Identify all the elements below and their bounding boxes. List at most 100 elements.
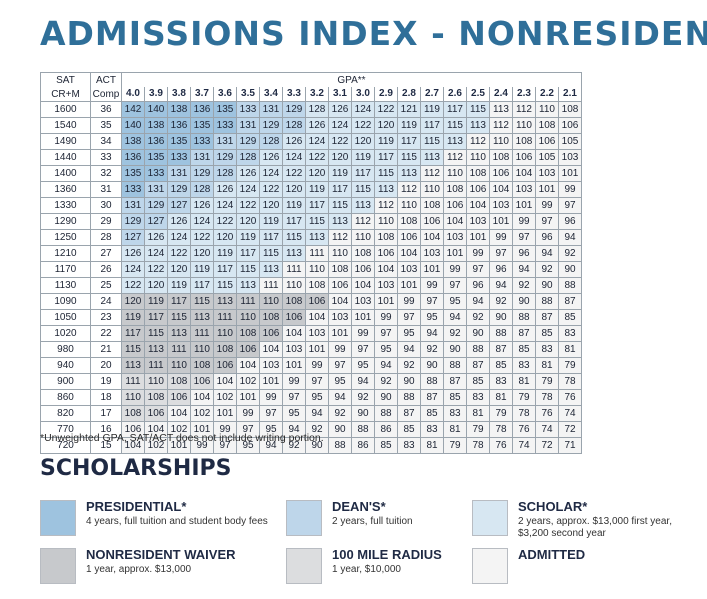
- sat-score: 770: [40, 421, 91, 438]
- index-cell: 90: [466, 325, 490, 342]
- index-cell: 111: [121, 373, 145, 390]
- index-cell: 108: [351, 245, 375, 262]
- index-cell: 86: [351, 437, 375, 454]
- index-cell: 90: [535, 277, 559, 294]
- index-cell: 115: [121, 341, 145, 358]
- index-cell: 99: [259, 389, 283, 406]
- index-cell: 113: [144, 341, 168, 358]
- index-cell: 117: [397, 133, 421, 150]
- sat-score: 1130: [40, 277, 91, 294]
- index-cell: 115: [420, 133, 444, 150]
- table-row: 770 16 106 104 102 101 99 97 95 94 92 90 88 86 85 83 81 7…: [40, 421, 582, 438]
- table-row: 1250 28 127 126 124 122 120 119 117 115 113 112 110 1…: [40, 229, 582, 246]
- act-score: 20: [90, 357, 122, 374]
- index-cell: 133: [167, 149, 191, 166]
- index-cell: 101: [558, 165, 582, 182]
- index-cell: 119: [190, 261, 214, 278]
- gpa-column-header: 3.3: [282, 87, 306, 102]
- act-header: ACT: [90, 72, 122, 87]
- index-cell: 138: [144, 117, 168, 134]
- index-cell: 117: [282, 213, 306, 230]
- index-cell: 113: [466, 117, 490, 134]
- index-cell: 119: [167, 277, 191, 294]
- act-score: 26: [90, 261, 122, 278]
- index-cell: 102: [190, 405, 214, 422]
- index-cell: 108: [213, 341, 237, 358]
- index-cell: 112: [489, 117, 513, 134]
- index-cell: 95: [374, 341, 398, 358]
- index-cell: 131: [190, 149, 214, 166]
- sat-score: 720: [40, 437, 91, 454]
- index-cell: 103: [282, 341, 306, 358]
- index-cell: 131: [121, 197, 145, 214]
- index-cell: 115: [144, 325, 168, 342]
- index-cell: 122: [190, 229, 214, 246]
- sat-score: 1490: [40, 133, 91, 150]
- index-cell: 95: [305, 389, 329, 406]
- index-cell: 126: [213, 181, 237, 198]
- index-cell: 120: [121, 293, 145, 310]
- gpa-title: GPA**: [121, 72, 582, 87]
- index-cell: 119: [374, 133, 398, 150]
- index-cell: 133: [144, 165, 168, 182]
- sat-score: 940: [40, 357, 91, 374]
- index-cell: 104: [259, 341, 283, 358]
- gpa-column-header: 2.8: [397, 87, 421, 102]
- index-cell: 88: [374, 405, 398, 422]
- index-cell: 76: [512, 421, 536, 438]
- index-cell: 104: [121, 437, 145, 454]
- index-cell: 92: [328, 405, 352, 422]
- index-cell: 104: [397, 245, 421, 262]
- index-cell: 108: [558, 101, 582, 118]
- index-cell: 102: [167, 421, 191, 438]
- act-score: 25: [90, 277, 122, 294]
- index-cell: 104: [420, 229, 444, 246]
- index-cell: 92: [512, 277, 536, 294]
- index-cell: 108: [489, 149, 513, 166]
- index-cell: 124: [236, 181, 260, 198]
- index-cell: 106: [144, 405, 168, 422]
- index-cell: 83: [489, 373, 513, 390]
- index-cell: 126: [282, 133, 306, 150]
- index-cell: 128: [236, 149, 260, 166]
- table-row: 1540 35 140 138 136 135 133 131 129 128 126 124 122 1…: [40, 117, 582, 134]
- index-cell: 78: [512, 405, 536, 422]
- sat-score: 1400: [40, 165, 91, 182]
- index-cell: 106: [190, 373, 214, 390]
- index-cell: 99: [420, 277, 444, 294]
- index-cell: 119: [305, 181, 329, 198]
- index-cell: 92: [443, 325, 467, 342]
- gpa-column-header: 3.7: [190, 87, 214, 102]
- index-cell: 92: [351, 389, 375, 406]
- index-cell: 97: [374, 325, 398, 342]
- index-cell: 120: [282, 181, 306, 198]
- footnote: *Unweighted GPA, SAT/ACT does not includ…: [40, 432, 324, 444]
- index-cell: 122: [282, 165, 306, 182]
- act-score: 24: [90, 293, 122, 310]
- index-cell: 106: [535, 133, 559, 150]
- index-cell: 129: [236, 133, 260, 150]
- index-cell: 94: [512, 261, 536, 278]
- index-cell: 131: [259, 101, 283, 118]
- act-score: 27: [90, 245, 122, 262]
- index-cell: 110: [443, 165, 467, 182]
- index-cell: 113: [351, 197, 375, 214]
- index-cell: 95: [259, 421, 283, 438]
- index-cell: 101: [420, 261, 444, 278]
- index-cell: 106: [282, 309, 306, 326]
- radius-swatch: [286, 548, 322, 584]
- act-score: 28: [90, 229, 122, 246]
- index-cell: 78: [535, 389, 559, 406]
- act-score: 17: [90, 405, 122, 422]
- index-cell: 81: [558, 341, 582, 358]
- index-cell: 88: [558, 277, 582, 294]
- index-cell: 136: [144, 133, 168, 150]
- admissions-index-table: SAT ACT GPA** CR+M Comp 4.0 3.9 3.8 3.7 3.6 3.5 3.4…: [40, 72, 582, 454]
- index-cell: 122: [374, 101, 398, 118]
- index-cell: 117: [374, 149, 398, 166]
- index-cell: 133: [121, 181, 145, 198]
- index-cell: 108: [121, 405, 145, 422]
- index-cell: 122: [328, 133, 352, 150]
- table-row: 1290 29 129 127 126 124 122 120 119 117 115 113 112 1…: [40, 213, 582, 230]
- index-cell: 88: [512, 309, 536, 326]
